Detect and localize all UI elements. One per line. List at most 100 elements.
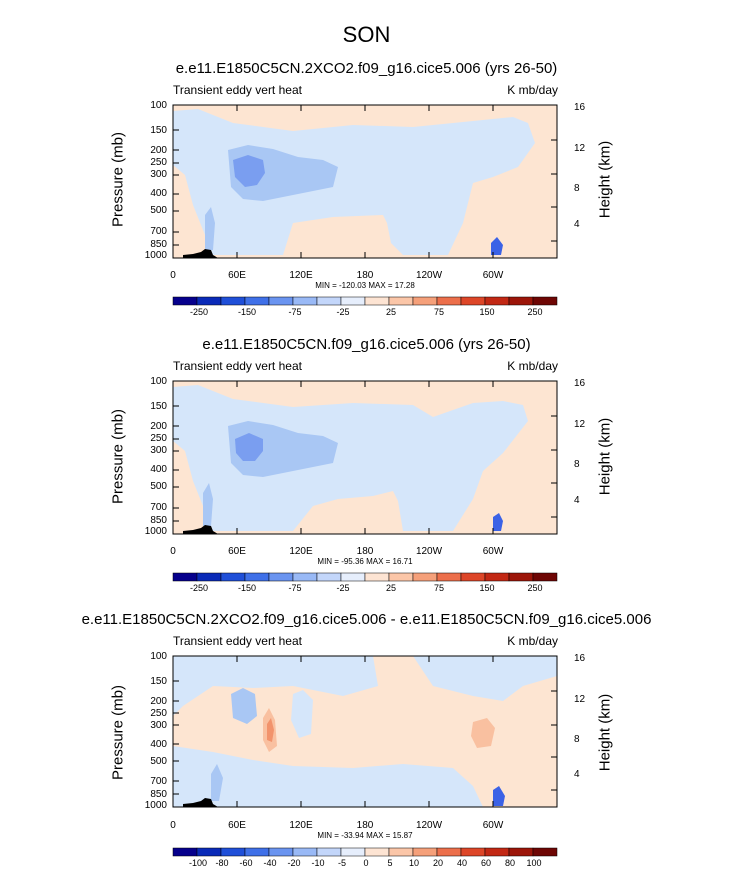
panel-2-ytick: 400 bbox=[150, 464, 167, 475]
panel-1-ytick: 700 bbox=[150, 226, 167, 237]
panel-2-rtick: 8 bbox=[574, 459, 580, 470]
panel-1-xtick: 120W bbox=[415, 270, 443, 281]
panel-2-ytick: 250 bbox=[150, 433, 167, 444]
colorbar-swatch bbox=[364, 296, 390, 306]
panel-3-variable-label: Transient eddy vert heat bbox=[173, 634, 302, 648]
colorbar-swatch bbox=[220, 847, 246, 857]
panel-3-cb-label: 20 bbox=[432, 858, 443, 868]
panel-3-ytick: 150 bbox=[150, 676, 167, 687]
colorbar-swatch bbox=[244, 572, 270, 582]
panel-1-xtick: 180 bbox=[356, 270, 374, 281]
panel-1-ytick: 300 bbox=[150, 169, 167, 180]
panel-3-contour-neg-deep bbox=[493, 786, 505, 806]
panel-1-ytick: 400 bbox=[150, 188, 167, 199]
panel-1-rtick: 16 bbox=[574, 102, 586, 113]
panel-2-title: e.e11.E1850C5CN.f09_g16.cice5.006 (yrs 2… bbox=[202, 336, 531, 353]
panel-2-ytick: 150 bbox=[150, 401, 167, 412]
panel-2-contour-neg-med bbox=[228, 421, 338, 477]
colorbar-swatch bbox=[436, 572, 462, 582]
panel-2-xtick: 120W bbox=[415, 546, 443, 557]
panel-2-xtick: 180 bbox=[356, 546, 374, 557]
panel-1-plot bbox=[172, 104, 558, 259]
panel-3-y-axis-right-label: Height (km) bbox=[596, 693, 614, 772]
panel-3-ytick: 700 bbox=[150, 776, 167, 787]
panel-2-plot bbox=[172, 380, 558, 535]
colorbar-swatch bbox=[292, 296, 318, 306]
colorbar-swatch bbox=[292, 572, 318, 582]
panel-1-xtick: 60W bbox=[482, 270, 504, 281]
panel-3-cb-label: -40 bbox=[263, 858, 277, 868]
panel-3-land bbox=[183, 798, 218, 807]
panel-3-cb-label: -20 bbox=[287, 858, 301, 868]
panel-1-ytick: 850 bbox=[150, 239, 167, 250]
colorbar-swatch bbox=[460, 847, 486, 857]
panel-3-contour-neg-light-b bbox=[413, 656, 557, 701]
panel-1-rtick: 12 bbox=[574, 143, 586, 154]
panel-1-tick-marks bbox=[172, 104, 557, 258]
panel-1-ytick: 250 bbox=[150, 157, 167, 168]
panel-3-cb-label: 60 bbox=[480, 858, 491, 868]
panel-1-xtick: 0 bbox=[170, 270, 176, 281]
panel-2-cb-label: 25 bbox=[385, 583, 396, 593]
panel-1-cb-label: 150 bbox=[479, 307, 495, 317]
colorbar-swatch bbox=[484, 847, 510, 857]
panel-3-xtick: 60W bbox=[482, 820, 504, 831]
panel-3-cb-label: 100 bbox=[526, 858, 542, 868]
panel-3-cb-label: -5 bbox=[337, 858, 346, 868]
panel-3-rtick: 4 bbox=[574, 769, 580, 780]
colorbar-swatch bbox=[436, 847, 462, 857]
panel-1-ytick: 150 bbox=[150, 125, 167, 136]
panel-3-cb-label: -10 bbox=[311, 858, 325, 868]
page-title: SON bbox=[342, 22, 391, 47]
colorbar-swatch bbox=[508, 572, 534, 582]
colorbar-swatch bbox=[364, 572, 390, 582]
colorbar-swatch bbox=[388, 572, 414, 582]
panel-2-colorbar bbox=[172, 572, 558, 582]
panel-3-cb-label: 40 bbox=[456, 858, 467, 868]
panel-1-ytick: 500 bbox=[150, 205, 167, 216]
panel-3-ytick: 250 bbox=[150, 708, 167, 719]
panel-2-contour-neg-strong-2 bbox=[203, 483, 213, 526]
panel-2-rtick: 4 bbox=[574, 495, 580, 506]
panel-3-ytick: 300 bbox=[150, 720, 167, 731]
panel-3-plot bbox=[172, 655, 558, 808]
panel-2-ytick: 300 bbox=[150, 445, 167, 456]
colorbar-swatch bbox=[172, 296, 198, 306]
colorbar-swatch bbox=[340, 572, 366, 582]
panel-1-cb-label: 25 bbox=[385, 307, 396, 317]
panel-1-xtick: 120E bbox=[289, 270, 313, 281]
panel-3-colorbar bbox=[172, 847, 558, 857]
panel-3-contour-neg-light-c bbox=[173, 746, 483, 807]
panel-2-rtick: 12 bbox=[574, 419, 586, 430]
panel-3-contour-pos-med-2 bbox=[471, 718, 495, 748]
colorbar-swatch bbox=[196, 847, 222, 857]
colorbar-swatch bbox=[292, 847, 318, 857]
colorbar-swatch bbox=[316, 847, 342, 857]
panel-3-tick-marks bbox=[172, 655, 557, 807]
panel-3-y-axis-label: Pressure (mb) bbox=[109, 684, 127, 781]
panel-3-contour-neg-med-2 bbox=[211, 764, 223, 801]
colorbar-swatch bbox=[460, 572, 486, 582]
panel-3-xtick: 120W bbox=[415, 820, 443, 831]
panel-3-contour-neg-light-d bbox=[291, 690, 313, 738]
panel-3-ytick: 100 bbox=[150, 651, 167, 662]
panel-3-ytick: 1000 bbox=[144, 800, 167, 811]
panel-1-colorbar bbox=[172, 296, 558, 306]
panel-2-y-axis-right-label: Height (km) bbox=[596, 417, 614, 496]
panel-2-ytick: 500 bbox=[150, 481, 167, 492]
colorbar-swatch bbox=[196, 296, 222, 306]
colorbar-swatch bbox=[316, 572, 342, 582]
panel-2-variable-label: Transient eddy vert heat bbox=[173, 359, 302, 373]
panel-2-ytick: 700 bbox=[150, 502, 167, 513]
colorbar-swatch bbox=[532, 296, 558, 306]
panel-1-xtick: 60E bbox=[228, 270, 246, 281]
panel-3-rtick: 12 bbox=[574, 694, 586, 705]
colorbar-swatch bbox=[268, 847, 294, 857]
colorbar-swatch bbox=[268, 296, 294, 306]
panel-2-cb-label: -250 bbox=[189, 583, 208, 593]
panel-3-xtick: 0 bbox=[170, 820, 176, 831]
colorbar-swatch bbox=[412, 847, 438, 857]
colorbar-swatch bbox=[412, 296, 438, 306]
panel-3-ytick: 200 bbox=[150, 696, 167, 707]
colorbar-swatch bbox=[244, 847, 270, 857]
